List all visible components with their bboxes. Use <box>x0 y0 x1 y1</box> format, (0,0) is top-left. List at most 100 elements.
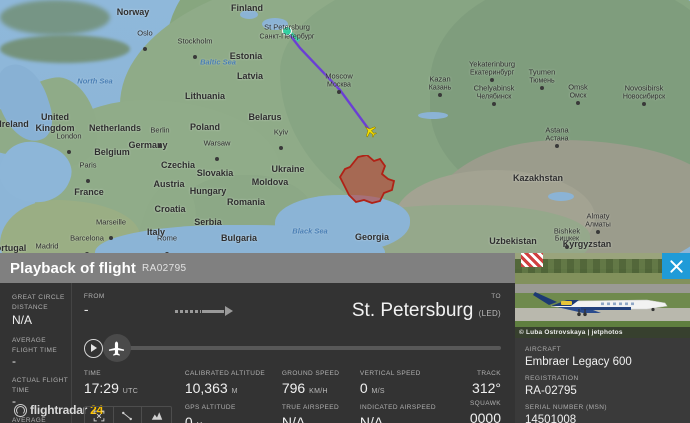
terrain-caucasus <box>0 35 130 63</box>
aircraft-info-value: Embraer Legacy 600 <box>525 356 632 368</box>
playback-slider-handle[interactable] <box>102 334 131 362</box>
destination-city: St. Petersburg <box>351 300 474 321</box>
aircraft-photo[interactable]: © Luba Ostrovskaya | jetphotos <box>515 253 690 338</box>
business-jet-illustration <box>533 292 668 317</box>
close-button[interactable] <box>662 253 690 279</box>
map-city-dot <box>279 146 283 150</box>
aircraft-info-row: REGISTRATION RA-02795 <box>525 374 690 399</box>
origin-label: FROM <box>83 293 105 300</box>
panel-title-bar: Playback of flight RA02795 <box>0 253 515 283</box>
aircraft-info-list: AIRCRAFT Embraer Legacy 600 REGISTRATION RA… <box>515 338 690 423</box>
destination-label: TO <box>491 293 501 300</box>
time-value: 17:29 UTC <box>84 379 175 401</box>
telemetry-calibrated-altitude: CALIBRATED ALTITUDE 10,363 M GPS ALTITUD… <box>185 369 282 423</box>
gps-altitude-number: 0 <box>184 414 193 423</box>
flight-stat-label: AVERAGE ARRIVAL DELAY <box>12 417 47 423</box>
calibrated-altitude-number: 10,363 <box>184 380 228 396</box>
aircraft-info-row: SERIAL NUMBER (MSN) 14501008 <box>525 403 690 423</box>
vertical-speed-value: 0 M/S <box>360 379 460 401</box>
flight-stat: AVERAGE FLIGHT TIME - <box>12 336 71 367</box>
view-mode-buttons <box>83 406 172 423</box>
playback-slider[interactable] <box>102 334 501 362</box>
map-city-dot <box>576 101 580 105</box>
time-number: 17:29 <box>83 380 119 396</box>
vertical-speed-label: VERTICAL SPEED <box>359 370 421 377</box>
panel-body: GREAT CIRCLE DISTANCE N/A AVERAGE FLIGHT T… <box>0 283 515 423</box>
indicated-airspeed-value: N/A <box>359 414 384 423</box>
telemetry-row: TIME 17:29 UTC <box>83 369 505 423</box>
playback-controls <box>83 334 505 362</box>
vertical-speed-number: 0 <box>359 380 368 396</box>
aircraft-info-label: AIRCRAFT <box>525 346 562 353</box>
aircraft-info-label: REGISTRATION <box>525 375 579 382</box>
map-city-dot <box>193 55 197 59</box>
gps-altitude-block: GPS ALTITUDE 0 M <box>185 403 272 423</box>
page-title: Playback of flight <box>10 259 136 277</box>
true-airspeed-label: TRUE AIRSPEED <box>281 404 340 411</box>
lake-reservoir <box>418 112 448 119</box>
time-label: TIME <box>83 370 101 377</box>
map-city-dot <box>158 144 162 148</box>
track-label: TRACK <box>476 370 501 377</box>
map-city-dot <box>490 78 494 82</box>
map-city-dot <box>86 179 90 183</box>
flight-stat: AVERAGE ARRIVAL DELAY- <box>12 416 71 423</box>
photo-flag-decor <box>521 253 543 267</box>
map-city-dot <box>540 86 544 90</box>
ground-speed-value: 796 KM/H <box>282 379 350 401</box>
destination-value-wrap: St. Petersburg (LED) <box>294 300 501 325</box>
aircraft-info-row: AIRCRAFT Embraer Legacy 600 <box>525 345 690 370</box>
true-airspeed-block: TRUE AIRSPEED N/A <box>282 403 350 423</box>
map-city-dot <box>337 90 341 94</box>
flight-stat-value: - <box>12 354 16 368</box>
vertical-speed-unit: M/S <box>371 388 385 395</box>
map-city-dot <box>215 157 219 161</box>
map-city-dot <box>143 47 147 51</box>
lake-ladoga <box>262 18 288 30</box>
gps-altitude-label: GPS ALTITUDE <box>184 404 236 411</box>
calibrated-altitude-label: CALIBRATED ALTITUDE <box>184 370 266 377</box>
flight-details-column: FROM - TO St. Petersburg (LED) <box>72 283 515 423</box>
indicated-airspeed-label: INDICATED AIRSPEED <box>359 404 436 411</box>
aircraft-marker-icon[interactable] <box>363 124 377 138</box>
aircraft-info-value: RA-02795 <box>525 385 577 397</box>
map-city-dot <box>109 236 113 240</box>
map-city-dot <box>67 150 71 154</box>
origin-value: - <box>83 301 89 317</box>
aircraft-info-value: 14501008 <box>525 414 577 423</box>
calibrated-altitude-unit: M <box>231 388 238 395</box>
telemetry-ground-speed: GROUND SPEED 796 KM/H TRUE AIRSPEED N/A <box>282 369 360 423</box>
origin-block: FROM - <box>84 293 294 318</box>
ground-speed-number: 796 <box>281 380 306 396</box>
calibrated-altitude-value: 10,363 M <box>185 379 272 401</box>
lake-balkhash <box>548 192 574 201</box>
play-button[interactable] <box>83 338 103 358</box>
playback-panel: Playback of flight RA02795 GREAT CIRCLE … <box>0 253 690 423</box>
flight-stats-column: GREAT CIRCLE DISTANCE N/A AVERAGE FLIGHT T… <box>0 283 103 423</box>
fullscreen-button[interactable] <box>85 407 114 423</box>
airplane-icon <box>109 341 125 356</box>
altitude-chart-button[interactable] <box>142 407 171 423</box>
ground-speed-unit: KM/H <box>309 388 328 395</box>
brand-name: flightradar <box>30 403 88 417</box>
gps-altitude-value: 0 M <box>185 413 272 423</box>
route-graph-icon <box>122 411 133 421</box>
flight-stat-label: ACTUAL FLIGHT TIME <box>12 377 69 394</box>
map-city-dot <box>438 93 442 97</box>
route-graph-button[interactable] <box>114 407 143 423</box>
squawk-block: SQUAWK 0000 <box>470 399 501 423</box>
telemetry-time: TIME 17:29 UTC <box>83 369 185 423</box>
flight-stat-value: N/A <box>12 313 33 327</box>
indicated-airspeed-block: INDICATED AIRSPEED N/A <box>360 403 460 423</box>
restricted-airspace-zone <box>338 155 396 204</box>
flight-stat-label: GREAT CIRCLE DISTANCE <box>12 294 65 311</box>
radar-icon <box>14 403 27 417</box>
map-city-dot <box>565 245 569 249</box>
telemetry-track: TRACK 312° SQUAWK 0000 <box>470 369 505 423</box>
destination-iata: (LED) <box>478 309 501 318</box>
squawk-value: 0000 <box>469 410 501 423</box>
close-icon <box>669 259 683 273</box>
